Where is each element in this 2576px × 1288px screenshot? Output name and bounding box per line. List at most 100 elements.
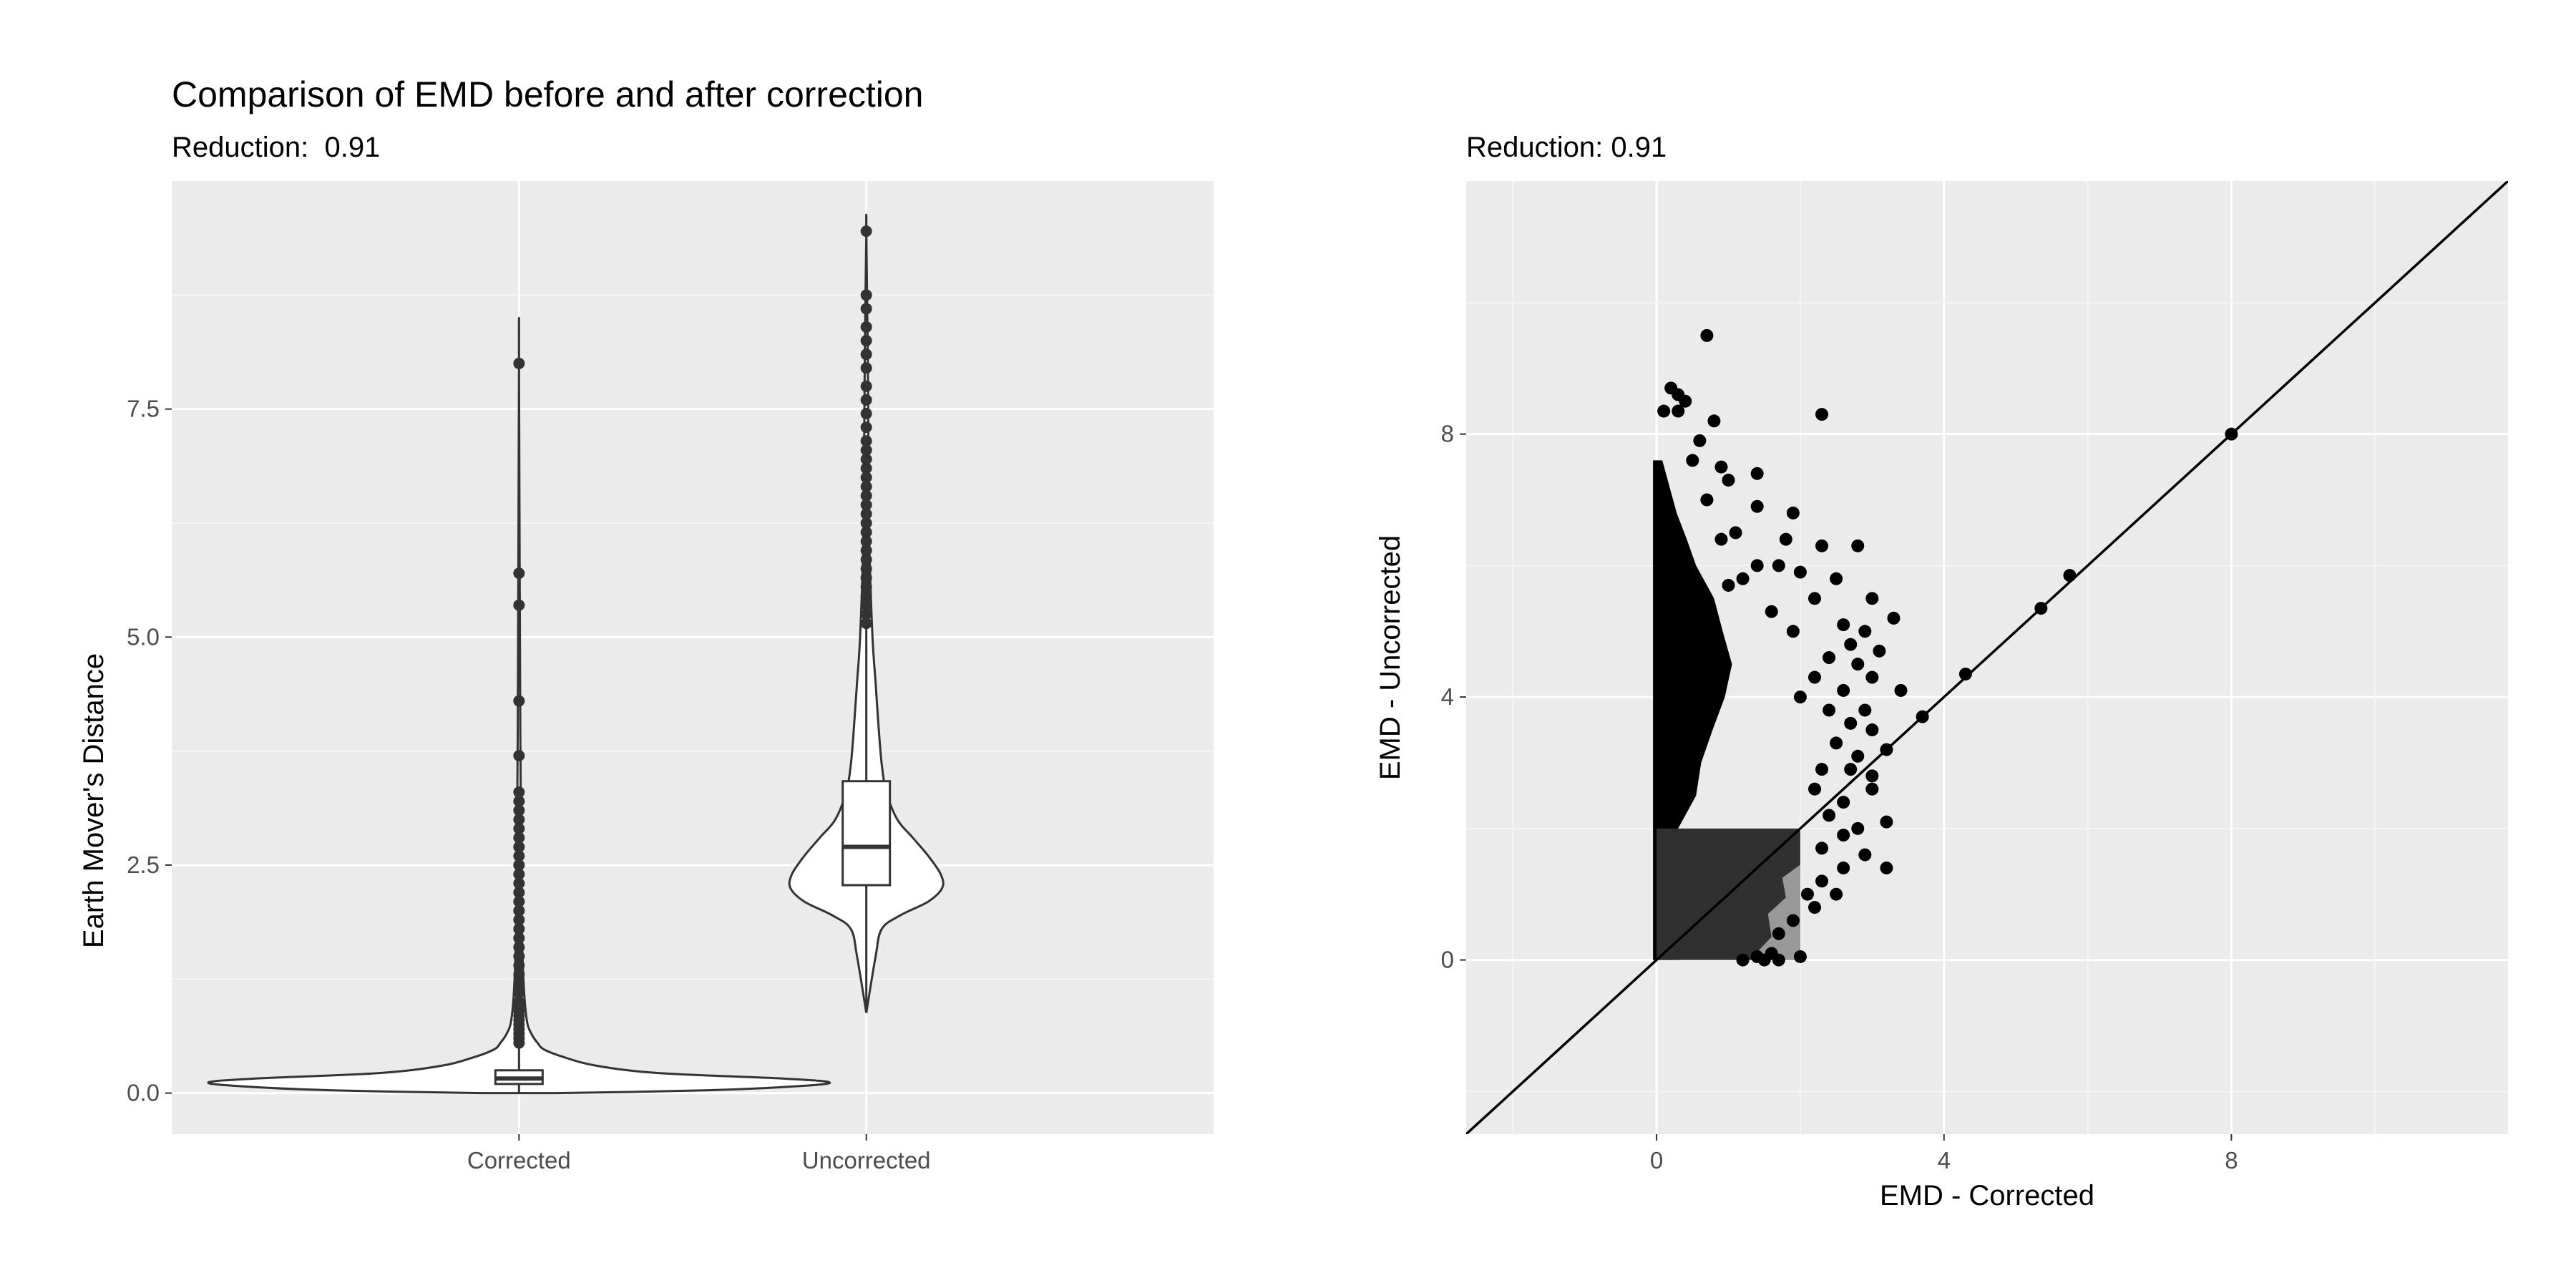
outlier-point — [860, 562, 872, 575]
box-iqr — [841, 780, 892, 887]
scatter-point — [1714, 532, 1728, 546]
outlier-point — [513, 950, 525, 962]
scatter-point — [1808, 901, 1822, 914]
scatter-point — [1858, 848, 1872, 862]
outlier-point — [860, 572, 872, 584]
outlier-point — [513, 996, 525, 1008]
scatter-point — [1837, 829, 1850, 842]
outlier-point — [860, 517, 872, 529]
outlier-point — [860, 421, 872, 434]
scatter-x-axis-label: EMD - Corrected — [1880, 1180, 2094, 1211]
violin-y-tick-label: 0.0 — [127, 1080, 160, 1106]
scatter-gridlines — [1466, 181, 2508, 1134]
scatter-point — [1707, 414, 1721, 428]
outlier-point — [860, 335, 872, 347]
violin-x-tick-label: Corrected — [467, 1147, 571, 1174]
scatter-marks — [1466, 181, 2508, 1134]
scatter-point — [1736, 572, 1750, 585]
outlier-point — [513, 932, 525, 944]
scatter-point — [1808, 670, 1822, 684]
scatter-point — [1693, 434, 1707, 447]
scatter-x-tick-label: 8 — [2225, 1147, 2238, 1174]
scatter-point — [1722, 578, 1735, 592]
scatter-point — [1729, 526, 1742, 540]
violin-chart-title: Comparison of EMD before and after corre… — [172, 74, 924, 114]
outlier-point — [860, 289, 872, 301]
outlier-point — [513, 877, 525, 889]
scatter-y-tick-label: 8 — [1441, 421, 1454, 447]
scatter-point — [1793, 691, 1807, 704]
scatter-point — [1830, 736, 1843, 750]
scatter-point — [1772, 927, 1785, 940]
outlier-point — [860, 508, 872, 520]
scatter-point — [1880, 743, 1893, 756]
outlier-point — [513, 750, 525, 762]
scatter-point — [1837, 618, 1850, 632]
outlier-point — [860, 599, 872, 611]
scatter-point — [1865, 723, 1879, 737]
outlier-point — [860, 303, 872, 315]
violin-y-axis-label: Earth Mover's Distance — [78, 653, 109, 948]
scatter-point — [1808, 592, 1822, 605]
outlier-point — [513, 923, 525, 935]
scatter-chart-subtitle: Reduction: 0.91 — [1466, 132, 1667, 163]
outlier-point — [860, 499, 872, 511]
scatter-point — [1844, 638, 1858, 651]
scatter-point — [1679, 394, 1692, 408]
scatter-y-tick-label: 4 — [1441, 683, 1454, 710]
scatter-point — [1851, 658, 1865, 671]
outlier-point — [513, 960, 525, 972]
scatter-point — [1865, 769, 1879, 783]
outlier-point — [860, 545, 872, 557]
scatter-point — [1786, 625, 1800, 638]
scatter-point — [1657, 404, 1671, 418]
outlier-point — [513, 977, 525, 990]
scatter-point — [1714, 460, 1728, 474]
scatter-point — [1880, 861, 1893, 874]
scatter-point — [1823, 651, 1836, 664]
outlier-point — [513, 968, 525, 980]
outlier-point — [860, 321, 872, 333]
scatter-point — [1880, 815, 1893, 829]
outlier-point — [513, 841, 525, 853]
scatter-point — [1779, 532, 1792, 546]
scatter-x-tick-label: 4 — [1938, 1147, 1951, 1174]
scatter-point — [1865, 592, 1879, 605]
scatter-point — [1815, 539, 1829, 552]
scatter-point — [1851, 539, 1865, 552]
scatter-y-axis-label: EMD - Uncorrected — [1375, 535, 1406, 780]
scatter-point — [1793, 565, 1807, 579]
scatter-point — [1750, 499, 1764, 513]
outlier-point — [513, 567, 525, 580]
outlier-point — [860, 481, 872, 493]
outlier-point — [513, 831, 525, 844]
scatter-point — [1844, 716, 1858, 730]
outlier-point — [860, 618, 872, 630]
outlier-point — [860, 472, 872, 484]
outlier-point — [860, 608, 872, 620]
violin-chart: Comparison of EMD before and after corre… — [78, 74, 1214, 1174]
scatter-point — [1837, 683, 1850, 697]
outlier-point — [513, 859, 525, 871]
scatter-point — [1873, 644, 1886, 658]
scatter-point — [2063, 569, 2077, 582]
scatter-point — [1815, 408, 1829, 421]
outlier-point — [860, 590, 872, 602]
scatter-axis-ticks: 0 4 8 0 4 8 — [1441, 421, 2238, 1174]
outlier-point — [860, 489, 872, 502]
scatter-point — [1772, 953, 1785, 967]
outlier-point — [860, 526, 872, 538]
scatter-point — [1823, 809, 1836, 822]
outlier-point — [513, 868, 525, 880]
scatter-point — [1858, 625, 1872, 638]
outlier-point — [513, 895, 525, 907]
scatter-point — [1793, 950, 1807, 963]
outlier-point — [860, 462, 872, 474]
scatter-point — [1786, 506, 1800, 519]
outlier-point — [860, 581, 872, 593]
outlier-point — [860, 394, 872, 406]
outlier-point — [513, 941, 525, 953]
scatter-point — [1700, 493, 1714, 507]
outlier-point — [513, 914, 525, 926]
scatter-point — [2034, 602, 2048, 615]
